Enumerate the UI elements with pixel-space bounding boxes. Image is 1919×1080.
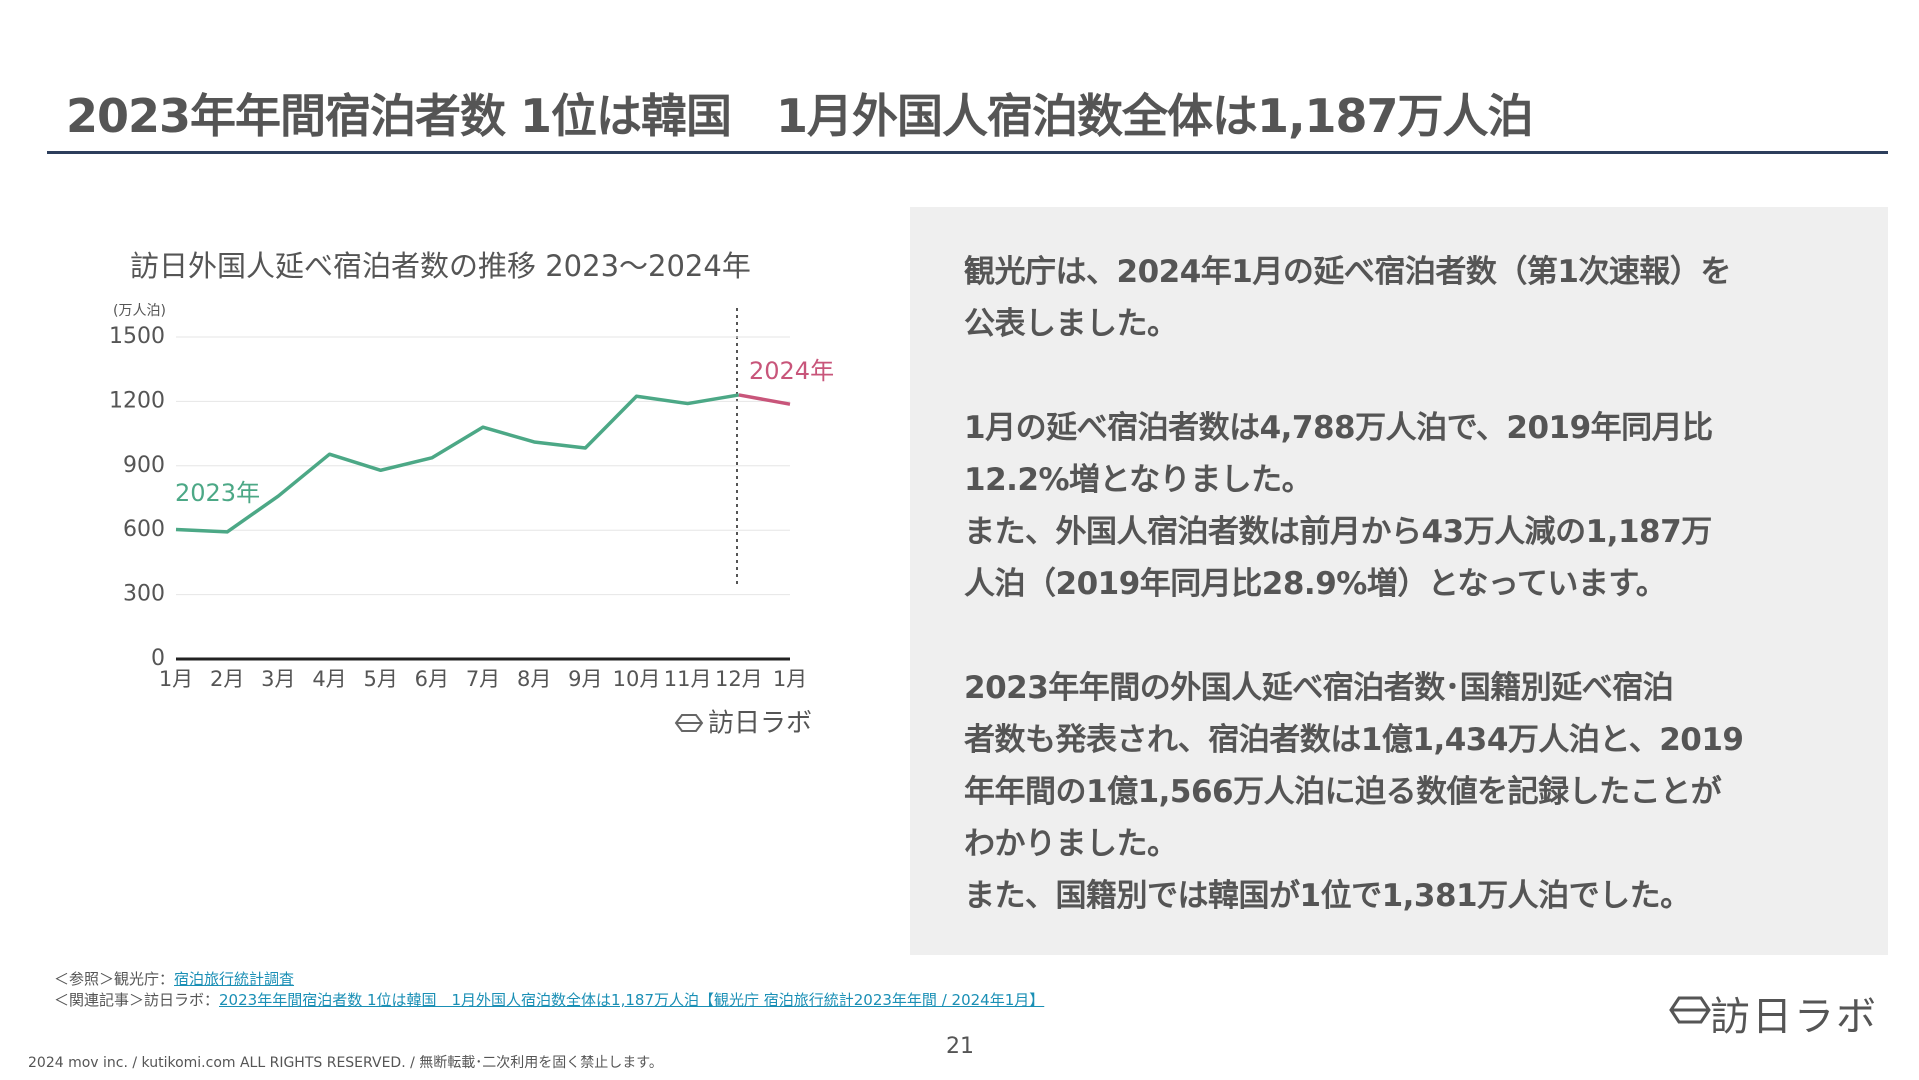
x-tick-label: 7月 [466, 667, 500, 691]
x-tick-label: 3月 [261, 667, 295, 691]
chart-logo-text: 訪日ラボ [708, 709, 812, 739]
related-article: ＜関連記事＞訪日ラボ：2023年年間宿泊者数 1位は韓国 1月外国人宿泊数全体は… [54, 989, 1044, 1010]
x-tick-label: 1月 [159, 667, 193, 691]
paragraph: 1月の延べ宿泊者数は4,788万人泊で、2019年同月比 12.2%増となりました… [964, 402, 1743, 610]
text-line: 公表しました。 [964, 306, 1178, 342]
body-text: 観光庁は、2024年1月の延べ宿泊者数（第1次速報）を 公表しました。 1月の延べ宿… [964, 246, 1744, 974]
paragraph: 2023年年間の外国人延べ宿泊者数･国籍別延べ宿泊者数も発表され、宿泊者数は1億… [964, 662, 1744, 922]
paragraph: 観光庁は、2024年1月の延べ宿泊者数（第1次速報）を 公表しました。 [964, 246, 1743, 350]
text-line: また、外国人宿泊者数は前月から43万人減の1,187万 [964, 514, 1712, 550]
x-tick-label: 9月 [568, 667, 602, 691]
series-label: 2024年 [749, 357, 834, 385]
y-tick-label: 1200 [109, 388, 165, 413]
text-line: わかりました。 [964, 826, 1178, 862]
reference-link[interactable]: 宿泊旅行統計調査 [174, 970, 295, 988]
copyright: 2024 mov inc. / kutikomi.com ALL RIGHTS … [28, 1055, 663, 1071]
y-tick-label: 0 [151, 646, 165, 671]
chart-logo: 訪日ラボ [674, 709, 812, 739]
y-axis-label: (万人泊) [113, 303, 166, 319]
text-line: 人泊（2019年同月比28.9%増）となっています。 [964, 566, 1667, 602]
series-line [175, 393, 740, 534]
text-line: 観光庁は、2024年1月の延べ宿泊者数（第1次速報）を [964, 254, 1731, 290]
x-tick-label: 2月 [210, 667, 244, 691]
chart-title: 訪日外国人延べ宿泊者数の推移 2023〜2024年 [130, 249, 751, 283]
y-tick-label: 600 [123, 517, 165, 542]
x-tick-label: 6月 [415, 667, 449, 691]
text-line: 12.2%増となりました。 [964, 462, 1313, 498]
reference-link[interactable]: 2023年年間宿泊者数 1位は韓国 1月外国人宿泊数全体は1,187万人泊【観光… [219, 991, 1045, 1009]
series-label: 2023年 [175, 479, 260, 507]
x-tick-label: 8月 [517, 667, 551, 691]
y-tick-label: 900 [123, 453, 165, 478]
chart: 訪日外国人延べ宿泊者数の推移 2023〜2024年 (万人泊) 訪日ラボ 0 30… [109, 249, 834, 739]
title-rule [47, 151, 1888, 154]
x-tick-label: 5月 [363, 667, 397, 691]
y-tick-label: 300 [123, 582, 165, 607]
x-tick-label: 12月 [715, 667, 763, 691]
text-line: 者数も発表され、宿泊者数は1億1,434万人泊と、2019 [964, 722, 1744, 758]
x-tick-label: 1月 [773, 667, 807, 691]
text-panel [910, 207, 1888, 955]
reference-prefix: ＜関連記事＞訪日ラボ： [54, 991, 220, 1009]
page-number: 21 [946, 1034, 974, 1059]
x-tick-label: 11月 [664, 667, 712, 691]
x-tick-label: 4月 [312, 667, 346, 691]
text-line: また、国籍別では韓国が1位で1,381万人泊でした。 [964, 878, 1691, 914]
slide-title: 2023年年間宿泊者数 1位は韓国 1月外国人宿泊数全体は1,187万人泊 [66, 89, 1534, 143]
text-line: 2023年年間の外国人延べ宿泊者数･国籍別延べ宿泊 [964, 670, 1674, 706]
logo-icon [1669, 996, 1711, 1024]
reference-prefix: ＜参照＞観光庁： [54, 970, 175, 988]
y-tick-label: 1500 [109, 324, 165, 349]
text-line: 年年間の1億1,566万人泊に迫る数値を記録したことが [964, 774, 1722, 810]
series-line [738, 393, 791, 406]
x-tick-label: 10月 [613, 667, 661, 691]
reference: ＜参照＞観光庁：宿泊旅行統計調査 [54, 968, 294, 989]
text-line: 1月の延べ宿泊者数は4,788万人泊で、2019年同月比 [964, 410, 1713, 446]
logo: 訪日ラボ [1710, 994, 1878, 1040]
